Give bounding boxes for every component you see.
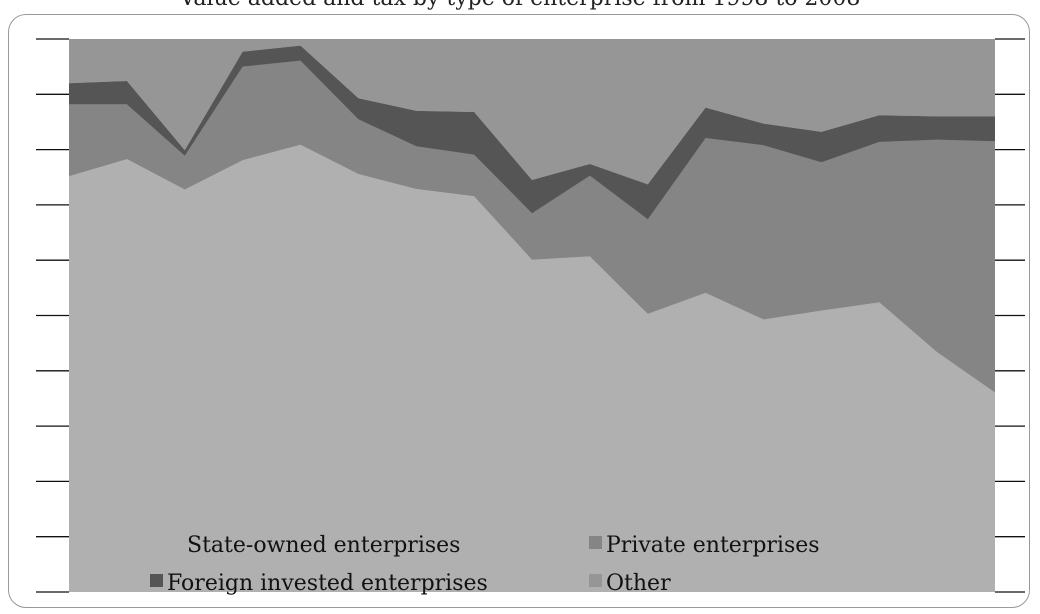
legend-label-1: State-owned enterprises <box>187 533 460 558</box>
area-series-1 <box>69 144 995 592</box>
legend-label-2: Private enterprises <box>606 533 820 558</box>
legend-swatch-4 <box>589 574 602 587</box>
legend-label-3: Foreign invested enterprises <box>167 571 488 596</box>
chart-frame <box>8 14 1030 608</box>
legend-swatch-2 <box>589 536 602 549</box>
legend-label-4: Other <box>606 571 671 596</box>
area-series-4 <box>69 39 995 185</box>
legend-swatch-3 <box>150 574 163 587</box>
area-series-3 <box>69 45 995 220</box>
legend-swatch-1 <box>170 536 183 549</box>
area-series-2 <box>69 60 995 393</box>
chart-title: Value added and tax by type of enterpris… <box>0 0 1040 11</box>
